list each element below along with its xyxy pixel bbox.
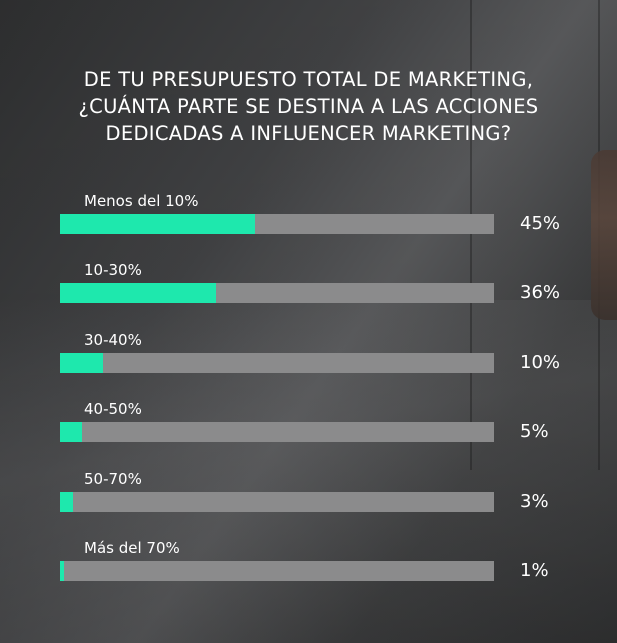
- bar-row: 50-70% 3%: [60, 470, 570, 530]
- category-label: 50-70%: [84, 469, 142, 488]
- bar-track: [60, 283, 494, 304]
- chart-title: DE TU PRESUPUESTO TOTAL DE MARKETING, ¿C…: [78, 68, 539, 145]
- category-label: 10-30%: [84, 261, 142, 280]
- background-pole: [470, 0, 472, 470]
- bar: [60, 422, 82, 443]
- category-label: 40-50%: [84, 400, 142, 419]
- value-label: 36%: [520, 282, 561, 304]
- bar-row: Más del 70% 1%: [60, 539, 570, 599]
- bar-track: [60, 422, 494, 443]
- background-figure: [591, 150, 617, 320]
- bar-row: Menos del 10% 45%: [60, 192, 570, 252]
- category-label: Menos del 10%: [84, 192, 199, 210]
- bar-row: 40-50% 5%: [60, 400, 570, 460]
- value-label: 1%: [520, 560, 549, 581]
- value-label: 3%: [520, 490, 549, 512]
- bar-track: [60, 214, 494, 234]
- bar-row: 10-30% 36%: [60, 261, 570, 321]
- bar-track: [60, 352, 494, 373]
- bar-track: [60, 491, 494, 512]
- category-label: Más del 70%: [84, 539, 180, 557]
- value-label: 5%: [520, 421, 549, 443]
- bar: [60, 214, 256, 234]
- bar: [60, 561, 65, 581]
- bar: [60, 491, 74, 512]
- bar: [60, 283, 217, 304]
- value-label: 10%: [520, 351, 561, 373]
- bar: [60, 352, 104, 373]
- category-label: 30-40%: [84, 330, 142, 349]
- bar-track: [60, 561, 494, 581]
- value-label: 45%: [520, 213, 561, 234]
- bar-row: 30-40% 10%: [60, 331, 570, 391]
